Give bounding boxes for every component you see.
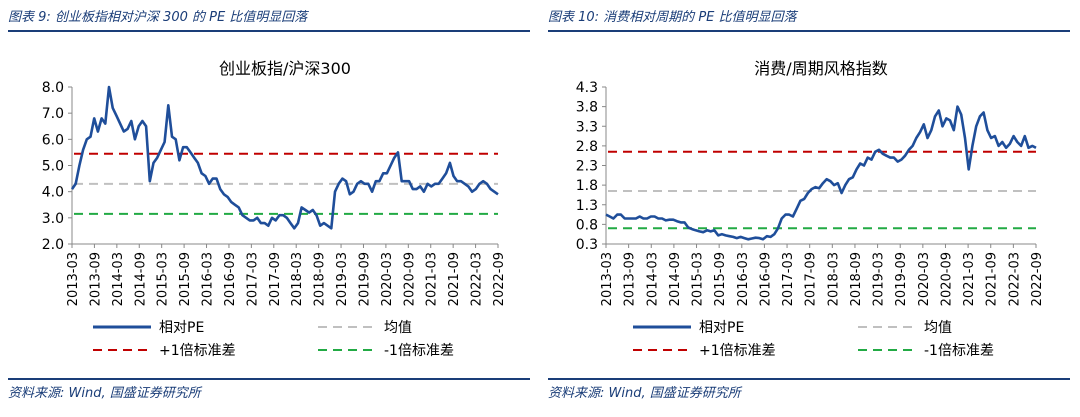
x-tick-label: 2013-09 bbox=[623, 252, 638, 306]
y-tick-label: 6.0 bbox=[42, 132, 64, 148]
x-tick-label: 2014-03 bbox=[111, 252, 126, 306]
y-tick-label: 0.3 bbox=[576, 237, 598, 253]
figure-panel-left: 图表 9: 创业板指相对沪深 300 的 PE 比值明显回落 创业板指/沪深30… bbox=[8, 0, 533, 417]
y-tick-label: 0.8 bbox=[576, 217, 598, 233]
x-tick-label: 2022-09 bbox=[492, 252, 507, 306]
figure-title: 图表 10: 消费相对周期的 PE 比值明显回落 bbox=[548, 10, 797, 25]
y-tick-label: 3.8 bbox=[576, 100, 598, 116]
x-tick-label: 2022-03 bbox=[470, 252, 485, 306]
chart-title: 创业板指/沪深300 bbox=[219, 59, 351, 78]
title-rule bbox=[548, 30, 1070, 32]
x-tick-label: 2022-03 bbox=[1007, 252, 1022, 306]
x-tick-label: 2020-09 bbox=[939, 252, 954, 306]
x-tick-label: 2018-03 bbox=[290, 252, 305, 306]
source-note: 资料来源: Wind, 国盛证券研究所 bbox=[8, 386, 201, 401]
x-tick-label: 2013-09 bbox=[88, 252, 103, 306]
x-tick-label: 2013-03 bbox=[600, 252, 615, 306]
x-tick-label: 2016-03 bbox=[736, 252, 751, 306]
x-tick-label: 2019-03 bbox=[335, 252, 350, 306]
x-tick-label: 2020-09 bbox=[402, 252, 417, 306]
x-tick-label: 2014-09 bbox=[133, 252, 148, 306]
legend-plus-1sd-label: +1倍标准差 bbox=[159, 343, 236, 359]
x-tick-label: 2019-09 bbox=[894, 252, 909, 306]
x-tick-label: 2020-03 bbox=[380, 252, 395, 306]
legend-mean-label: 均值 bbox=[924, 320, 952, 336]
legend-mean-label: 均值 bbox=[384, 320, 412, 336]
x-tick-label: 2018-09 bbox=[313, 252, 328, 306]
legend-minus-1sd-label: -1倍标准差 bbox=[384, 343, 454, 359]
x-tick-label: 2016-03 bbox=[201, 252, 216, 306]
legend-series-label: 相对PE bbox=[159, 320, 204, 336]
x-tick-label: 2021-03 bbox=[425, 252, 440, 306]
x-tick-label: 2020-03 bbox=[917, 252, 932, 306]
x-tick-label: 2022-09 bbox=[1030, 252, 1045, 306]
source-rule bbox=[548, 378, 1070, 380]
x-tick-label: 2017-03 bbox=[245, 252, 260, 306]
x-tick-label: 2018-03 bbox=[826, 252, 841, 306]
x-tick-label: 2019-03 bbox=[872, 252, 887, 306]
legend-series-label: 相对PE bbox=[699, 320, 744, 336]
x-tick-label: 2017-09 bbox=[268, 252, 283, 306]
y-tick-label: 2.0 bbox=[42, 237, 64, 253]
series-line-relative-pe bbox=[605, 105, 1037, 241]
x-tick-label: 2013-03 bbox=[66, 252, 81, 306]
x-tick-label: 2018-09 bbox=[849, 252, 864, 306]
y-tick-label: 7.0 bbox=[42, 106, 64, 122]
figure-title: 图表 9: 创业板指相对沪深 300 的 PE 比值明显回落 bbox=[8, 10, 308, 25]
x-tick-label: 2014-09 bbox=[668, 252, 683, 306]
x-tick-label: 2016-09 bbox=[758, 252, 773, 306]
legend-plus-1sd-label: +1倍标准差 bbox=[699, 343, 776, 359]
y-tick-label: 4.0 bbox=[42, 185, 64, 201]
figure-panel-right: 图表 10: 消费相对周期的 PE 比值明显回落 消费/周期风格指数 0.3 0.8… bbox=[548, 0, 1073, 417]
x-tick-label: 2015-03 bbox=[156, 252, 171, 306]
chart-consumption-vs-cyclical: 消费/周期风格指数 0.3 0.8 1.3 1.8 2.3 2.8 3.3 3.8 4.3 2013… bbox=[576, 59, 1045, 359]
chart-title: 消费/周期风格指数 bbox=[754, 59, 887, 78]
source-rule bbox=[8, 378, 530, 380]
y-tick-label: 3.0 bbox=[42, 211, 64, 227]
chart-creation-board-vs-hs300: 创业板指/沪深300 2.0 3.0 4.0 5.0 6.0 7.0 8.0 2013-03 20… bbox=[42, 59, 507, 359]
x-tick-label: 2015-09 bbox=[713, 252, 728, 306]
x-tick-label: 2014-03 bbox=[645, 252, 660, 306]
y-tick-label: 1.3 bbox=[576, 198, 598, 214]
x-tick-label: 2016-09 bbox=[223, 252, 238, 306]
y-tick-label: 1.8 bbox=[576, 178, 598, 194]
x-tick-label: 2015-09 bbox=[178, 252, 193, 306]
y-tick-label: 3.3 bbox=[576, 119, 598, 135]
source-note: 资料来源: Wind, 国盛证券研究所 bbox=[548, 386, 741, 401]
x-tick-label: 2015-03 bbox=[691, 252, 706, 306]
title-rule bbox=[8, 30, 530, 32]
legend-minus-1sd-label: -1倍标准差 bbox=[924, 343, 994, 359]
x-tick-label: 2017-09 bbox=[804, 252, 819, 306]
x-tick-label: 2021-09 bbox=[447, 252, 462, 306]
x-tick-label: 2021-03 bbox=[962, 252, 977, 306]
y-tick-label: 2.3 bbox=[576, 159, 598, 175]
x-tick-label: 2019-09 bbox=[357, 252, 372, 306]
y-tick-label: 5.0 bbox=[42, 159, 64, 175]
x-tick-label: 2017-03 bbox=[781, 252, 796, 306]
series-line-relative-pe bbox=[70, 85, 499, 230]
y-tick-label: 8.0 bbox=[42, 80, 64, 96]
x-tick-label: 2021-09 bbox=[985, 252, 1000, 306]
y-tick-label: 2.8 bbox=[576, 139, 598, 155]
y-tick-label: 4.3 bbox=[576, 80, 598, 96]
